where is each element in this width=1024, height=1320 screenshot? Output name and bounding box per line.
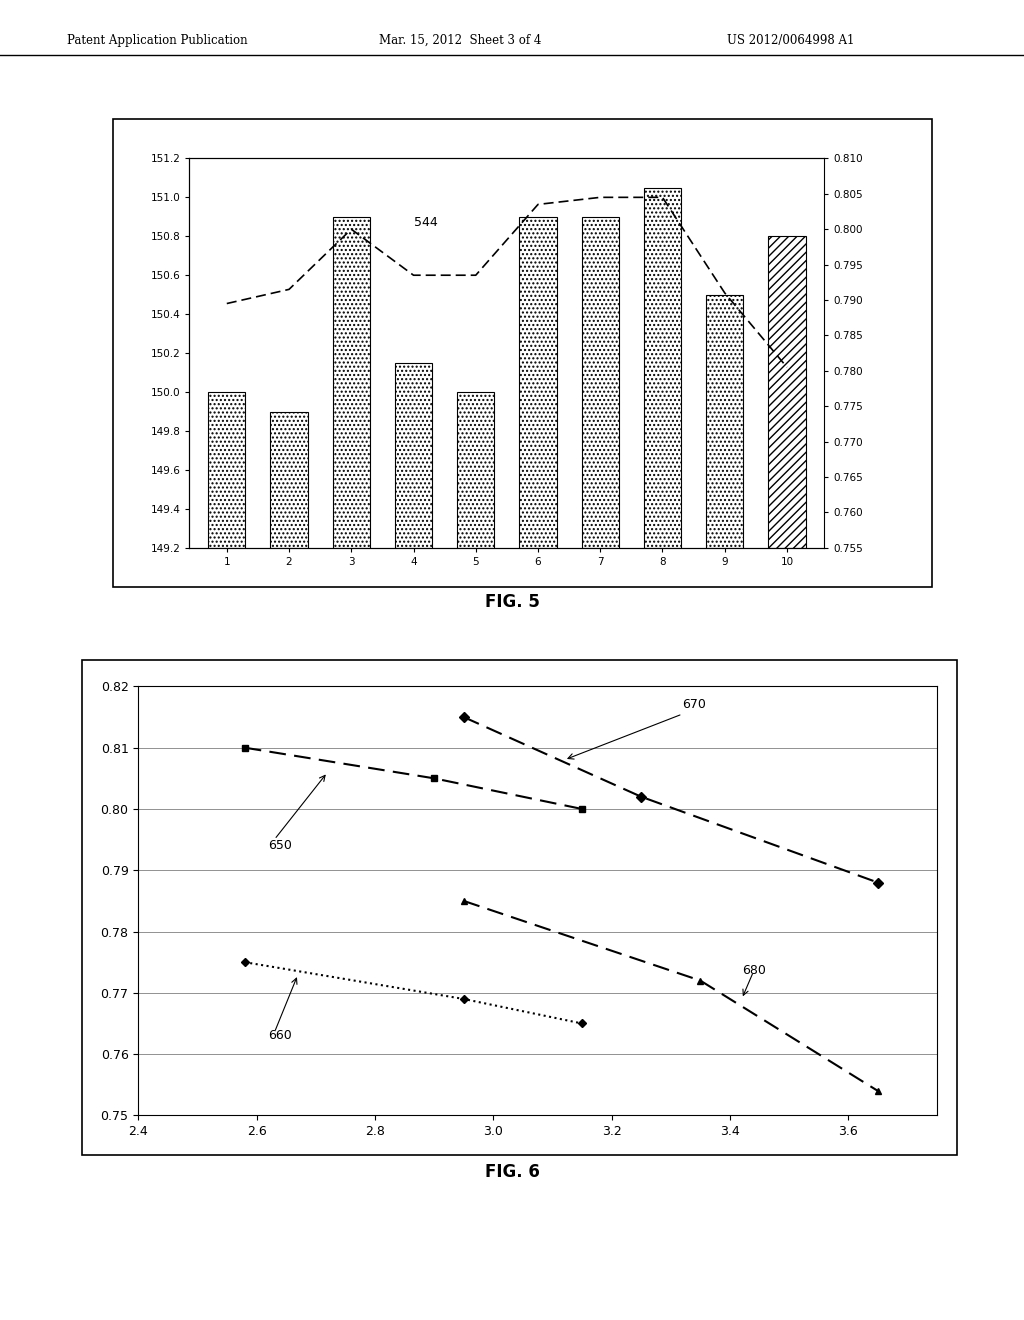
Text: FIG. 6: FIG. 6: [484, 1163, 540, 1181]
Text: 680: 680: [741, 965, 766, 977]
Bar: [768, 236, 806, 548]
Bar: [333, 216, 370, 548]
Text: 544: 544: [414, 215, 437, 228]
Text: 650: 650: [268, 838, 292, 851]
Text: 660: 660: [268, 1028, 292, 1041]
Bar: [519, 216, 557, 548]
Bar: [208, 392, 246, 548]
Text: Mar. 15, 2012  Sheet 3 of 4: Mar. 15, 2012 Sheet 3 of 4: [379, 33, 542, 46]
Text: US 2012/0064998 A1: US 2012/0064998 A1: [727, 33, 854, 46]
Bar: [457, 392, 495, 548]
Bar: [644, 187, 681, 548]
Text: 670: 670: [683, 698, 707, 711]
Bar: [395, 363, 432, 548]
Bar: [270, 412, 307, 548]
Bar: [707, 294, 743, 548]
Bar: [582, 216, 618, 548]
Text: FIG. 5: FIG. 5: [484, 593, 540, 611]
Text: Patent Application Publication: Patent Application Publication: [67, 33, 247, 46]
